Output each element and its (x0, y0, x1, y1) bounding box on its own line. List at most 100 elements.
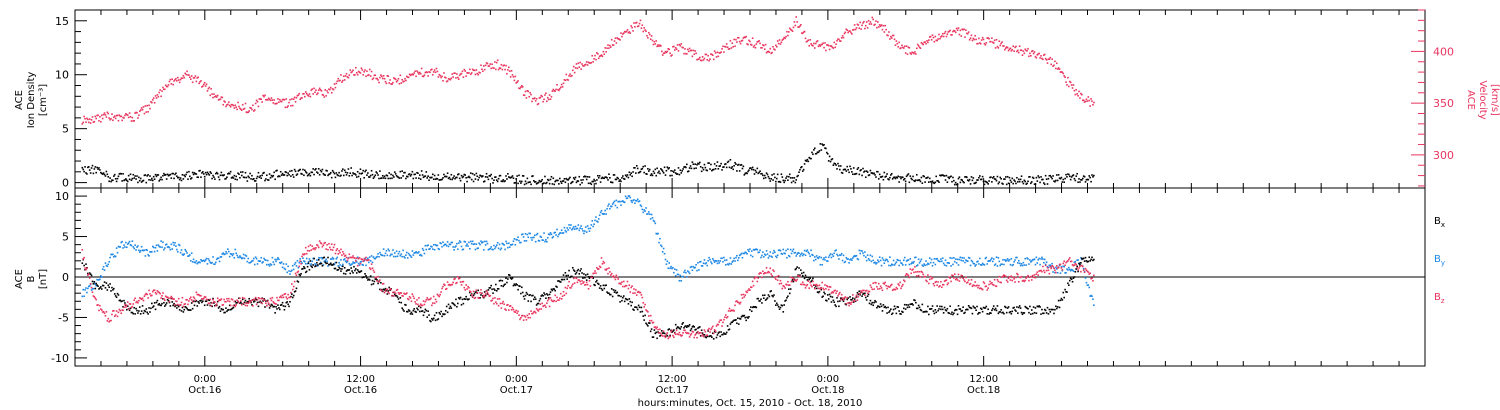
data-point (719, 165, 722, 167)
data-point (742, 315, 745, 317)
data-point (342, 168, 344, 170)
data-point (248, 176, 250, 179)
data-point (498, 175, 501, 177)
data-point (446, 80, 449, 82)
data-point (639, 204, 642, 206)
data-point (591, 220, 594, 222)
data-point (936, 39, 938, 42)
data-point (499, 248, 502, 251)
data-point (95, 282, 97, 285)
data-point (793, 252, 796, 254)
data-point (444, 76, 446, 79)
data-point (628, 298, 631, 300)
data-point (517, 236, 519, 238)
data-point (711, 332, 714, 335)
data-point (908, 263, 911, 266)
data-point (315, 247, 317, 249)
data-point (877, 170, 879, 173)
data-point (255, 177, 258, 180)
data-point (817, 291, 820, 294)
data-point (249, 261, 251, 264)
data-point (631, 26, 633, 29)
data-point (141, 249, 144, 252)
data-point (582, 277, 584, 279)
data-point (392, 249, 394, 251)
data-point (300, 172, 302, 175)
data-point (939, 37, 941, 40)
data-point (807, 276, 810, 279)
data-point (581, 181, 583, 184)
data-point (689, 329, 692, 332)
data-point (281, 266, 284, 269)
data-point (167, 84, 170, 86)
data-point (454, 72, 456, 75)
data-point (886, 34, 888, 36)
data-point (353, 262, 355, 264)
data-point (957, 177, 960, 180)
data-point (700, 265, 703, 267)
data-point (748, 315, 750, 318)
data-point (1036, 54, 1039, 56)
data-point (190, 299, 193, 301)
data-point (545, 238, 547, 241)
data-point (594, 54, 596, 57)
data-point (82, 258, 85, 260)
data-point (559, 232, 562, 234)
data-point (171, 78, 174, 81)
data-point (270, 97, 273, 99)
data-point (572, 226, 575, 228)
data-point (555, 285, 557, 288)
data-point (707, 54, 709, 57)
data-point (602, 177, 605, 179)
data-point (1093, 304, 1095, 306)
data-point (431, 319, 434, 321)
data-point (899, 176, 901, 178)
data-point (315, 263, 317, 266)
data-point (255, 303, 258, 306)
data-point (929, 35, 932, 38)
data-point (417, 71, 419, 74)
data-point (560, 278, 563, 281)
data-point (931, 34, 934, 36)
data-point (142, 106, 145, 108)
data-point (762, 44, 765, 47)
data-point (817, 45, 820, 48)
data-point (720, 51, 722, 53)
data-point (207, 172, 210, 175)
data-point (355, 66, 357, 69)
data-point (605, 213, 607, 215)
data-point (501, 242, 504, 245)
data-point (467, 245, 469, 247)
data-point (651, 39, 654, 42)
data-point (475, 172, 478, 175)
data-point (304, 170, 307, 173)
data-point (261, 262, 263, 264)
data-point (701, 55, 704, 58)
data-point (492, 292, 494, 294)
data-point (291, 264, 294, 267)
data-point (980, 308, 983, 310)
data-point (253, 300, 256, 302)
data-point (621, 299, 623, 302)
data-point (284, 171, 287, 173)
data-point (873, 24, 875, 26)
data-point (1018, 305, 1021, 307)
data-point (1065, 173, 1067, 176)
data-point (602, 213, 605, 215)
data-point (505, 64, 507, 67)
data-point (109, 256, 111, 259)
data-point (351, 270, 353, 272)
data-point (338, 261, 340, 264)
data-point (887, 260, 889, 263)
data-point (285, 296, 288, 298)
data-point (880, 305, 883, 308)
data-point (184, 303, 187, 305)
data-point (325, 258, 327, 261)
data-point (464, 298, 467, 301)
data-point (884, 24, 887, 27)
data-point (980, 39, 983, 41)
data-point (580, 268, 582, 270)
data-point (944, 179, 947, 181)
data-point (782, 248, 785, 251)
data-point (775, 304, 777, 306)
